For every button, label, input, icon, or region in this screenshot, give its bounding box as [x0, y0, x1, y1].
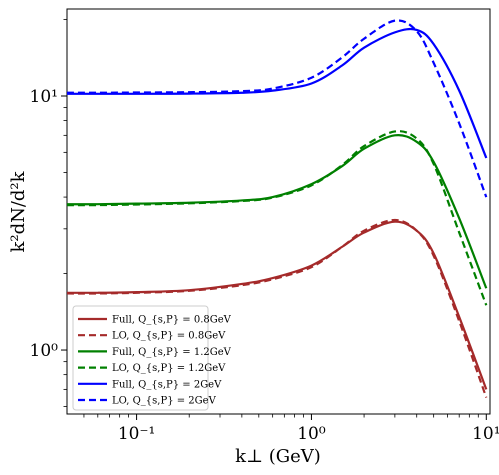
y-tick-label: 10⁰: [30, 341, 59, 361]
legend-label: Full, Q_{s,P} = 2GeV: [112, 379, 222, 390]
legend-label: Full, Q_{s,P} = 1.2GeV: [112, 347, 232, 358]
legend-label: Full, Q_{s,P} = 0.8GeV: [112, 315, 232, 326]
legend-label: LO, Q_{s,P} = 1.2GeV: [112, 363, 226, 374]
series-line-4: [66, 130, 488, 306]
legend: Full, Q_{s,P} = 0.8GeV LO, Q_{s,P} = 0.8G…: [72, 305, 232, 411]
legend-label: LO, Q_{s,P} = 2GeV: [112, 396, 217, 407]
y-ticks: 10⁰ 10¹: [30, 19, 67, 407]
series-line-6: [66, 19, 488, 198]
series-line-5: [67, 27, 488, 159]
x-tick-label: 10⁻¹: [118, 424, 155, 444]
y-tick-label: 10¹: [30, 87, 58, 107]
series-line-3: [66, 134, 488, 289]
series-lines: [66, 19, 488, 398]
x-tick-label: 10¹: [472, 424, 499, 444]
plot-area: [66, 8, 491, 415]
series-line-2: [66, 218, 488, 398]
legend-label: LO, Q_{s,P} = 0.8GeV: [112, 331, 226, 342]
x-axis-label: k⊥ (GeV): [235, 446, 321, 467]
x-tick-label: 10⁰: [297, 424, 326, 444]
y-axis-label: k²dN/d²k: [8, 170, 29, 252]
x-ticks: 10⁻¹ 10⁰ 10¹: [83, 414, 499, 444]
